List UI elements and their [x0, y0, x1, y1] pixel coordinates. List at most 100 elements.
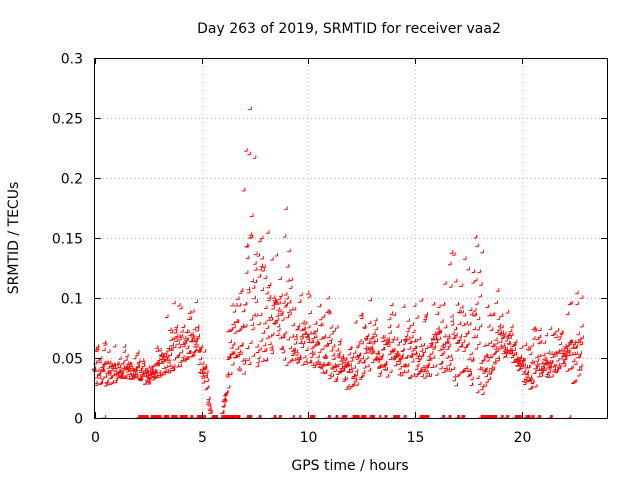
data-point: [525, 374, 529, 378]
data-point: [264, 357, 268, 361]
data-point: [399, 372, 404, 377]
x-tick-label: 5: [198, 430, 207, 446]
data-point: [448, 261, 452, 266]
data-point: [422, 366, 426, 371]
data-point: [443, 324, 448, 329]
data-point: [442, 333, 447, 338]
data-point: [298, 340, 302, 344]
data-point: [275, 317, 279, 321]
data-point: [253, 261, 257, 265]
data-point: [510, 324, 514, 328]
data-point: [548, 326, 553, 330]
data-point: [455, 348, 459, 352]
data-point: [497, 327, 501, 331]
data-point: [243, 302, 248, 306]
data-point: [176, 341, 180, 345]
data-point: [252, 155, 257, 159]
data-point: [573, 379, 577, 383]
data-point: [534, 362, 539, 366]
data-point: [172, 344, 177, 348]
data-point: [549, 351, 553, 355]
data-point: [197, 361, 201, 366]
data-point: [443, 365, 448, 369]
data-point: [580, 323, 584, 328]
data-point: [513, 339, 518, 343]
data-point: [279, 293, 283, 297]
data-point: [315, 341, 320, 345]
data-point: [242, 357, 247, 362]
data-point: [451, 366, 455, 370]
data-point: [181, 354, 185, 359]
data-point: [553, 363, 557, 368]
data-point: [265, 335, 270, 339]
data-point: [403, 336, 407, 340]
data-point: [258, 347, 262, 351]
data-point: [359, 312, 364, 317]
data-point: [332, 356, 336, 360]
data-point: [508, 328, 513, 332]
data-point: [457, 372, 461, 376]
data-point: [476, 375, 480, 379]
data-point: [578, 367, 583, 371]
data-point: [134, 371, 138, 376]
data-point: [398, 366, 402, 370]
data-point: [168, 327, 172, 331]
data-point: [362, 365, 367, 369]
data-point: [448, 353, 453, 358]
data-point: [363, 325, 367, 329]
data-point: [271, 306, 275, 310]
data-point: [172, 357, 177, 361]
data-point: [277, 301, 281, 305]
data-point: [335, 348, 339, 352]
data-point: [509, 350, 513, 355]
data-point: [100, 367, 104, 372]
data-point: [492, 359, 497, 363]
data-point: [303, 321, 307, 325]
data-point: [431, 355, 435, 359]
data-point: [359, 315, 364, 319]
data-point: [474, 277, 478, 282]
data-point: [245, 255, 250, 260]
data-point: [227, 355, 232, 359]
data-point: [135, 373, 139, 378]
data-point: [394, 337, 399, 341]
data-point: [248, 232, 253, 236]
data-point: [442, 344, 446, 349]
data-point: [273, 299, 278, 304]
data-point: [537, 353, 542, 358]
data-point: [499, 313, 504, 317]
data-point: [258, 312, 263, 317]
data-point: [96, 368, 100, 372]
data-point: [387, 316, 391, 321]
data-point: [182, 343, 186, 348]
data-point: [247, 361, 252, 366]
data-point: [489, 327, 494, 331]
data-point: [339, 361, 344, 365]
data-point: [269, 347, 274, 351]
data-point: [141, 363, 145, 368]
data-point: [319, 316, 323, 321]
data-point: [188, 338, 193, 342]
data-point: [281, 317, 285, 321]
data-point: [415, 315, 419, 319]
data-point: [317, 303, 322, 308]
data-point: [500, 330, 505, 334]
data-point: [454, 332, 458, 336]
data-point: [383, 361, 387, 365]
data-point: [246, 357, 250, 361]
data-point: [225, 390, 229, 394]
data-point: [339, 365, 343, 369]
data-point: [136, 350, 140, 354]
data-point: [122, 344, 127, 348]
data-point: [257, 321, 261, 326]
data-point: [375, 357, 380, 361]
data-point: [458, 334, 463, 338]
data-point: [412, 303, 417, 307]
data-point: [302, 354, 307, 359]
data-point: [197, 369, 202, 373]
data-point: [471, 280, 475, 284]
data-point: [377, 415, 382, 419]
data-point: [293, 333, 298, 338]
data-point: [128, 361, 132, 366]
data-point: [226, 384, 231, 389]
